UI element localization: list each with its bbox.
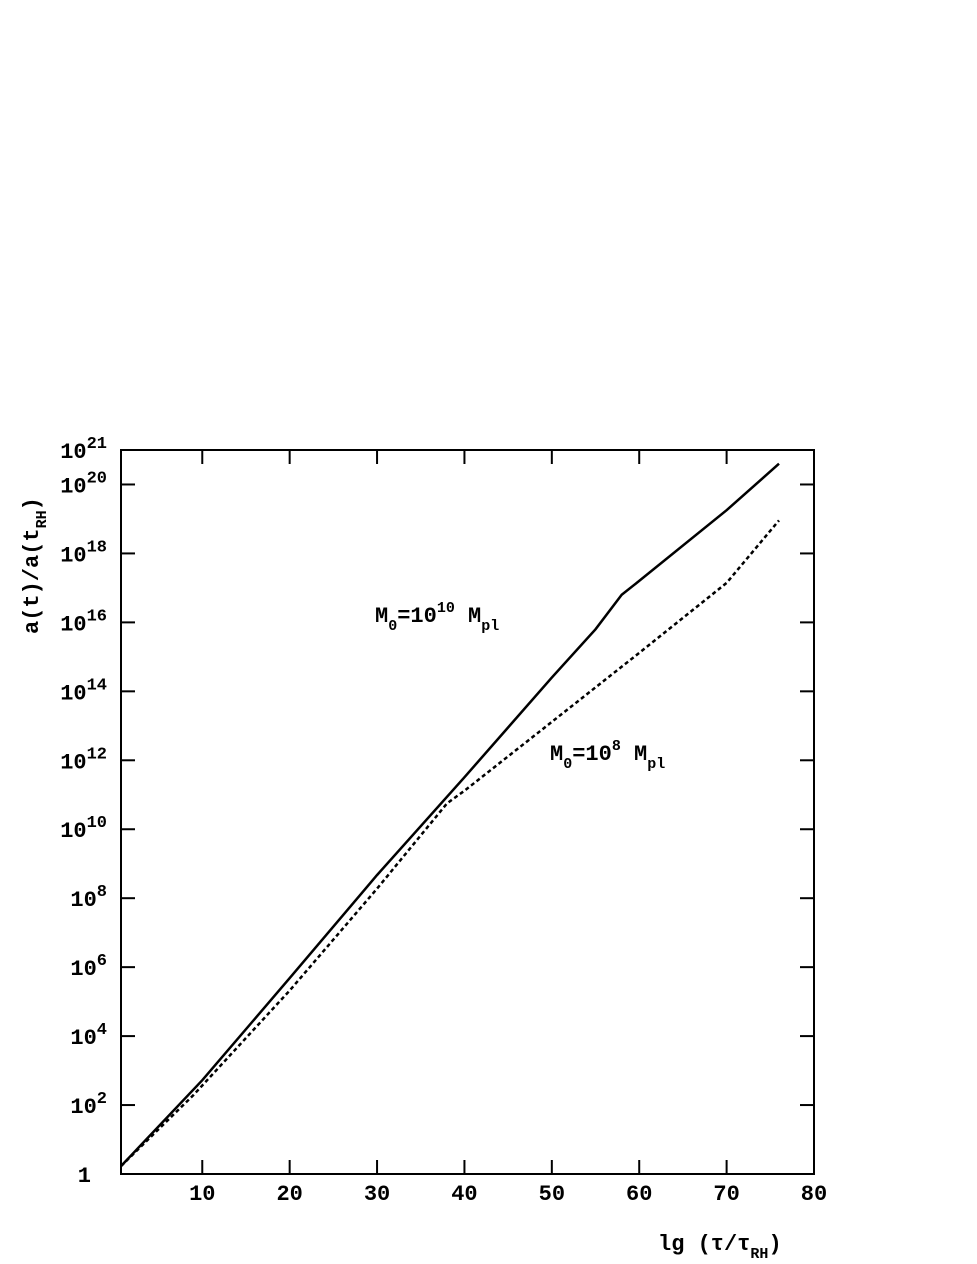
y-tick-label: 1012 [60, 745, 107, 775]
y-tick-base: 10 [60, 543, 86, 568]
y-tick-base: 10 [60, 440, 86, 465]
annotation-part: 10 [437, 600, 455, 617]
y-tick-exponent: 8 [97, 883, 107, 902]
y-tick-base: 10 [70, 1026, 96, 1051]
annotation-part: 0 [563, 756, 572, 773]
x-axis-label-part: RH [750, 1246, 768, 1263]
line-series [120, 462, 780, 1167]
x-tick-label: 10 [189, 1182, 215, 1207]
annotation-part: pl [481, 618, 499, 635]
y-tick-exponent: 14 [87, 676, 107, 695]
x-axis-label-part: lg (τ/τ [658, 1232, 750, 1257]
y-tick-base: 10 [70, 888, 96, 913]
x-tick-label: 50 [539, 1182, 565, 1207]
y-axis-label: a(t)/a(tRH) [20, 497, 51, 634]
y-tick-label: 102 [70, 1090, 107, 1120]
y-tick-base: 10 [60, 750, 86, 775]
y-tick-exponent: 4 [97, 1021, 107, 1040]
y-tick-label: 104 [70, 1021, 107, 1051]
plot-frame [120, 449, 815, 1175]
y-tick-exponent: 16 [87, 607, 107, 626]
y-axis-label-part: RH [34, 510, 51, 528]
annotation-part: M [455, 604, 481, 629]
annotation-part: 0 [388, 618, 397, 635]
x-tick-label: 70 [713, 1182, 739, 1207]
y-tick-base: 10 [60, 819, 86, 844]
y-tick-base: 10 [60, 612, 86, 637]
x-tick-label: 40 [451, 1182, 477, 1207]
annotation: M0=108 Mpl [550, 738, 665, 773]
annotation: M0=1010 Mpl [375, 600, 499, 635]
annotation-part: pl [647, 756, 665, 773]
y-axis-label-part: a(t)/a(t [20, 528, 45, 634]
y-tick-base: 10 [60, 681, 86, 706]
y-tick-base: 10 [70, 1095, 96, 1120]
annotation-part: M [621, 742, 647, 767]
y-tick-label: 1010 [60, 814, 107, 844]
y-tick-exponent: 10 [87, 814, 107, 833]
y-tick-label: 106 [70, 952, 107, 982]
y-tick-base: 10 [70, 957, 96, 982]
y-tick-exponent: 18 [87, 538, 107, 557]
x-axis-label-part: ) [768, 1232, 781, 1257]
y-tick-exponent: 2 [97, 1090, 107, 1109]
annotation-part: 8 [612, 738, 621, 755]
y-tick-exponent: 12 [87, 745, 107, 764]
annotation-part: M [550, 742, 563, 767]
x-axis-label: lg (τ/τRH) [658, 1232, 782, 1263]
x-tick-label: 80 [801, 1182, 827, 1207]
y-tick-label: 1021 [60, 435, 107, 465]
y-tick-exponent: 20 [87, 469, 107, 488]
y-tick-label: 1014 [60, 676, 107, 706]
y-tick-label: 1016 [60, 607, 107, 637]
y-tick-exponent: 6 [97, 952, 107, 971]
annotation-part: M [375, 604, 388, 629]
x-tick-label: 60 [626, 1182, 652, 1207]
annotation-part: =10 [397, 604, 437, 629]
y-tick-label: 1020 [60, 469, 107, 499]
y-axis-label-part: ) [20, 497, 45, 510]
y-tick-label: 1 [78, 1164, 91, 1189]
y-tick-exponent: 21 [87, 435, 107, 454]
y-tick-label: 108 [70, 883, 107, 913]
annotation-part: =10 [572, 742, 612, 767]
y-tick-label: 1018 [60, 538, 107, 568]
y-tick-base: 10 [60, 474, 86, 499]
line-series [120, 519, 780, 1167]
x-tick-label: 20 [276, 1182, 302, 1207]
x-tick-label: 30 [364, 1182, 390, 1207]
